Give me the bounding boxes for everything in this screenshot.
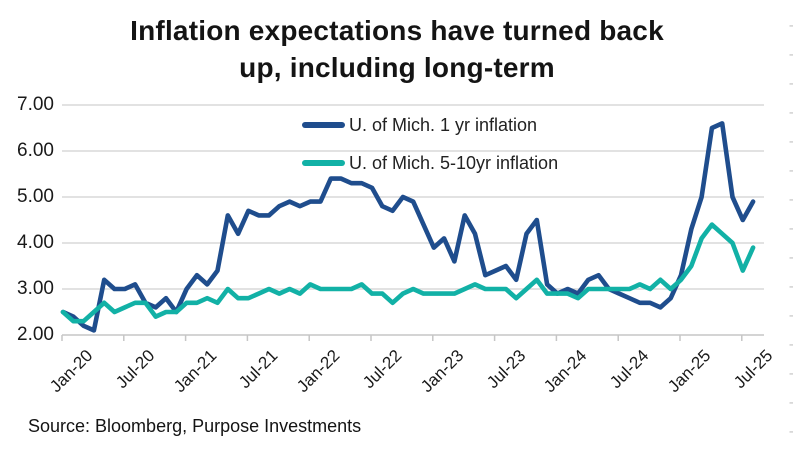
y-tick-label: 5.00 [17, 186, 54, 207]
legend-line-swatch-5-10yr-icon [302, 160, 345, 166]
edge-artifact-tick [789, 54, 793, 56]
y-tick-label: 6.00 [17, 140, 54, 161]
chart-title-line2: up, including long-term [239, 52, 555, 83]
edge-artifact-tick [789, 83, 793, 85]
edge-artifact-tick [789, 141, 793, 143]
series-line-5-10yr [60, 222, 756, 324]
edge-artifact-tick [789, 344, 793, 346]
edge-artifact-tick [789, 315, 793, 317]
legend-item-1yr: U. of Mich. 1 yr inflation [302, 111, 558, 139]
legend-line-swatch-1yr-icon [302, 122, 345, 128]
edge-artifact-tick [789, 286, 793, 288]
edge-artifact-tick [789, 431, 793, 433]
legend-label-1yr: U. of Mich. 1 yr inflation [349, 114, 538, 135]
edge-artifact-tick [789, 112, 793, 114]
legend: U. of Mich. 1 yr inflation U. of Mich. 5… [302, 111, 558, 187]
edge-artifact-tick [789, 170, 793, 172]
source-note: Source: Bloomberg, Purpose Investments [28, 416, 362, 436]
legend-label-5-10yr: U. of Mich. 5-10yr inflation [349, 152, 559, 173]
y-tick-label: 7.00 [17, 94, 54, 115]
edge-artifact-tick [789, 228, 793, 230]
edge-artifact-tick [789, 199, 793, 201]
edge-artifact-tick [789, 373, 793, 375]
y-tick-label: 3.00 [17, 278, 54, 299]
edge-artifact-tick [789, 402, 793, 404]
legend-item-5-10yr: U. of Mich. 5-10yr inflation [302, 149, 558, 177]
edge-artifact-tick [789, 257, 793, 259]
edge-artifact-tick [789, 25, 793, 27]
chart-title: Inflation expectations have turned back … [57, 12, 737, 86]
y-tick-label: 2.00 [17, 324, 54, 345]
chart-title-line1: Inflation expectations have turned back [130, 15, 664, 46]
y-tick-label: 4.00 [17, 232, 54, 253]
